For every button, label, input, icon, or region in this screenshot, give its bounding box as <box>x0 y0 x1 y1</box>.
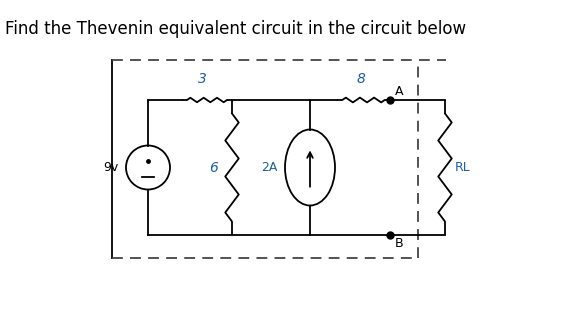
Text: 8: 8 <box>356 72 365 86</box>
Text: Find the Thevenin equivalent circuit in the circuit below: Find the Thevenin equivalent circuit in … <box>5 20 466 38</box>
Text: RL: RL <box>455 161 471 174</box>
Text: 2A: 2A <box>261 161 277 174</box>
Text: A: A <box>395 85 403 98</box>
Text: 9v: 9v <box>103 161 118 174</box>
Text: B: B <box>395 237 404 250</box>
Text: 3: 3 <box>198 72 206 86</box>
Text: 6: 6 <box>209 161 218 175</box>
